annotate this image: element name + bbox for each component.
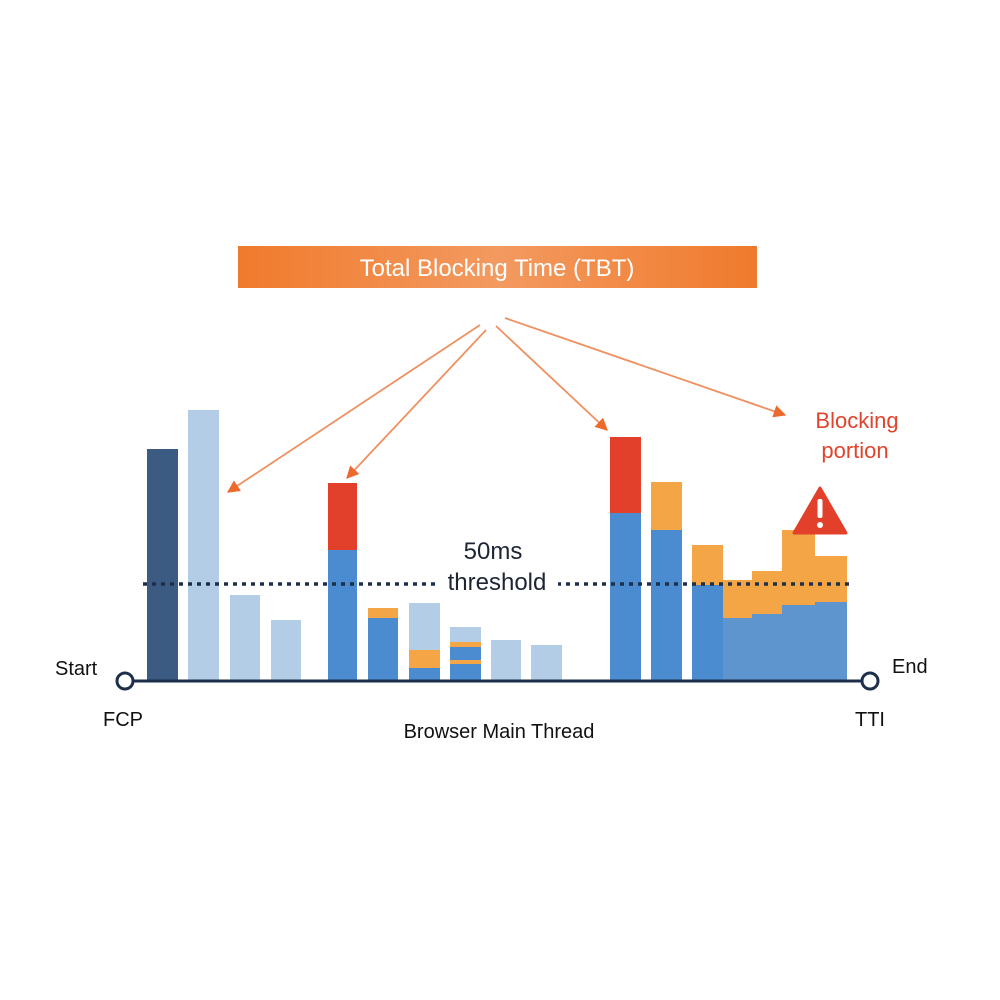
bar xyxy=(271,620,301,680)
bar xyxy=(147,449,178,680)
annotation-line: Blocking xyxy=(815,408,898,433)
bar-blocking xyxy=(409,650,440,668)
bar xyxy=(651,530,682,680)
arrow xyxy=(504,317,787,418)
tti-label: TTI xyxy=(855,709,885,731)
bar xyxy=(450,664,481,680)
bar xyxy=(409,668,440,680)
title: Total Blocking Time (TBT) xyxy=(360,255,635,282)
bar xyxy=(328,550,357,680)
arrow xyxy=(495,325,608,431)
timeline-start xyxy=(115,671,135,691)
area xyxy=(723,602,847,680)
arrow xyxy=(226,324,481,493)
annotation-line: portion xyxy=(821,438,888,463)
threshold-label: 50ms xyxy=(464,538,523,565)
bar-blocking xyxy=(651,482,682,530)
bar-blocking xyxy=(368,608,398,618)
bar xyxy=(491,640,521,680)
end-label: End xyxy=(892,656,928,678)
timeline-label: Browser Main Thread xyxy=(404,721,595,743)
bar xyxy=(450,647,481,660)
bar xyxy=(450,627,481,642)
bar-blocking xyxy=(328,483,357,550)
title-banner xyxy=(238,246,757,288)
fcp-label: FCP xyxy=(103,709,143,731)
bar xyxy=(368,618,398,680)
threshold-label: threshold xyxy=(448,569,547,596)
timeline-end xyxy=(860,671,880,691)
threshold-label-bg xyxy=(438,566,558,598)
bar-blocking xyxy=(610,437,641,513)
bar-blocking xyxy=(450,660,481,664)
bar xyxy=(188,410,219,680)
bar-blocking xyxy=(692,545,723,585)
bar xyxy=(531,645,562,680)
bars xyxy=(147,410,847,680)
bar xyxy=(409,603,440,650)
bar xyxy=(692,585,723,680)
start-label: Start xyxy=(55,658,98,680)
bar xyxy=(610,513,641,680)
bar-blocking xyxy=(450,642,481,647)
arrow xyxy=(346,329,487,479)
warning-icon xyxy=(792,486,848,535)
bar xyxy=(230,595,260,680)
arrows xyxy=(226,317,787,493)
